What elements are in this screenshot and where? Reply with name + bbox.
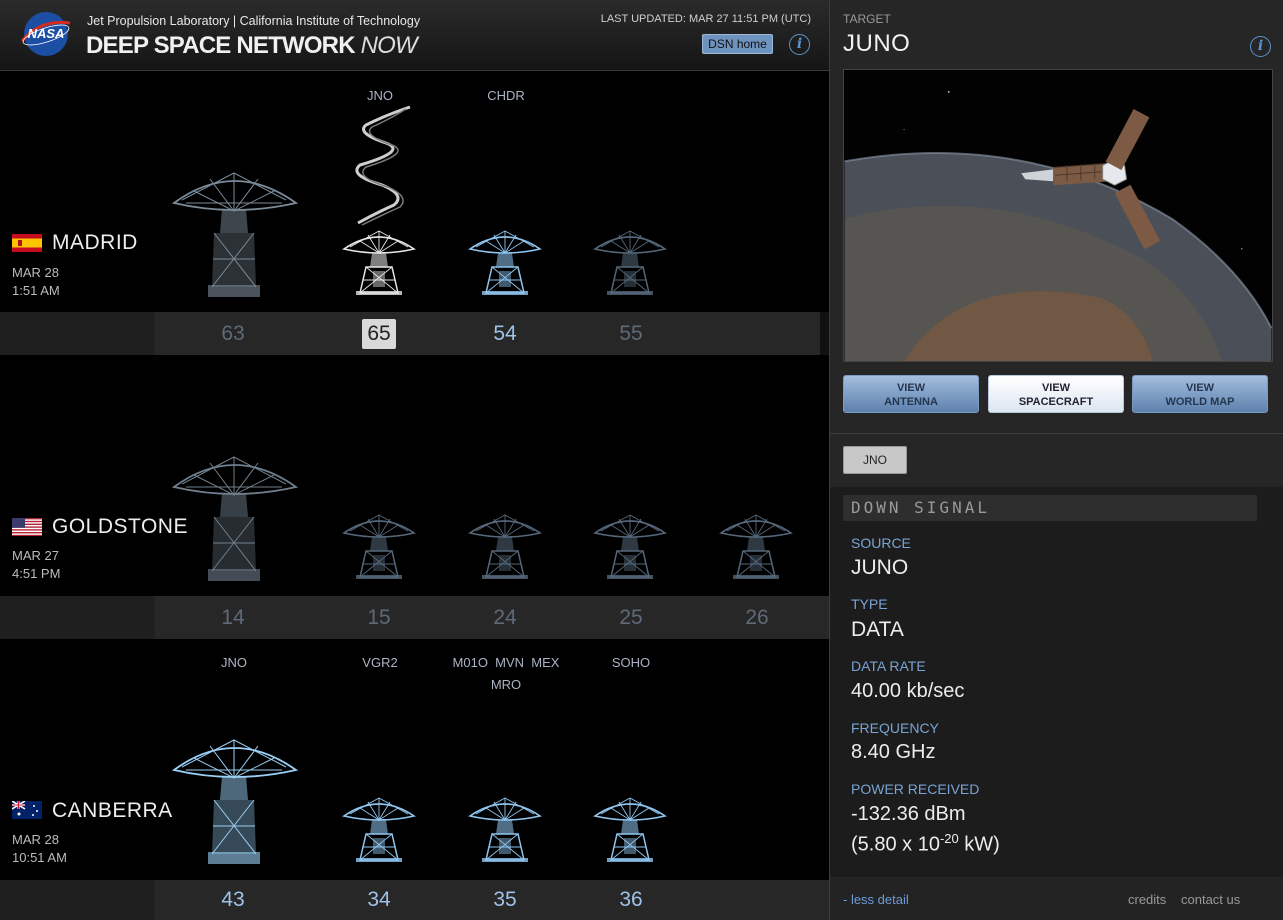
antenna-number-bar: 14 15 24 25 26 — [0, 596, 829, 639]
organization-text: Jet Propulsion Laboratory | California I… — [87, 14, 421, 28]
antenna-number-34[interactable]: 34 — [367, 888, 391, 911]
antenna-36-dish[interactable] — [593, 794, 667, 864]
page-header: NASA Jet Propulsion Laboratory | Califor… — [0, 0, 829, 71]
antenna-25-dish[interactable] — [593, 511, 667, 581]
frequency-label: FREQUENCY — [851, 720, 939, 736]
station-date-goldstone: MAR 27 — [12, 548, 59, 563]
contact-us-link[interactable]: contact us — [1181, 892, 1241, 907]
station-name-canberra: CANBERRA — [52, 799, 173, 822]
target-label-mro[interactable]: MRO — [490, 677, 522, 692]
antenna-63-dish[interactable] — [172, 167, 298, 297]
down-signal-section: DOWN SIGNAL SOURCE JUNO TYPE DATA DATA R… — [830, 487, 1283, 877]
station-time-goldstone: 4:51 PM — [12, 566, 61, 581]
view-antenna-button[interactable]: VIEW ANTENNA — [843, 375, 979, 413]
spain-flag-icon — [12, 234, 42, 252]
antenna-15-dish[interactable] — [342, 511, 416, 581]
station-madrid: JNO CHDR MADRID MAR 28 1:51 AM 63 65 54 … — [0, 71, 829, 355]
type-label: TYPE — [851, 596, 888, 612]
signal-header: DOWN SIGNAL — [843, 495, 1257, 521]
station-time-madrid: 1:51 AM — [12, 283, 60, 298]
target-name: JUNO — [843, 30, 911, 57]
station-name-goldstone: GOLDSTONE — [52, 515, 188, 538]
antenna-35-dish[interactable] — [468, 794, 542, 864]
antenna-number-25[interactable]: 25 — [619, 606, 643, 629]
antenna-54-dish[interactable] — [468, 227, 542, 297]
credits-link[interactable]: credits — [1128, 892, 1167, 907]
station-canberra: JNO VGR2 M01O MVN MEX MRO SOHO CANBERRA … — [0, 639, 829, 920]
antenna-number-15[interactable]: 15 — [367, 606, 391, 629]
antenna-number-14[interactable]: 14 — [221, 606, 245, 629]
panel-footer: - less detail credits contact us — [830, 878, 1283, 920]
station-goldstone: GOLDSTONE MAR 27 4:51 PM 14 15 24 25 26 — [0, 355, 829, 639]
title-now: NOW — [360, 32, 418, 59]
type-value: DATA — [851, 618, 904, 641]
station-date-madrid: MAR 28 — [12, 265, 59, 280]
view-world-map-button[interactable]: VIEW WORLD MAP — [1132, 375, 1268, 413]
svg-text:NASA: NASA — [28, 26, 65, 41]
target-label-chdr[interactable]: CHDR — [487, 88, 525, 103]
antenna-55-dish[interactable] — [593, 227, 667, 297]
frequency-value: 8.40 GHz — [851, 741, 936, 763]
station-name-madrid: MADRID — [52, 231, 138, 254]
spacecraft-image[interactable] — [843, 69, 1273, 362]
info-icon[interactable]: i — [789, 34, 810, 55]
antenna-34-dish[interactable] — [342, 794, 416, 864]
antenna-number-54[interactable]: 54 — [493, 322, 517, 345]
antenna-number-36[interactable]: 36 — [619, 888, 643, 911]
dsn-home-button[interactable]: DSN home — [702, 34, 773, 54]
power-kw-value: (5.80 x 10-20 kW) — [851, 831, 1000, 856]
power-dbm-value: -132.36 dBm — [851, 803, 966, 825]
antenna-number-24[interactable]: 24 — [493, 606, 517, 629]
antenna-number-63[interactable]: 63 — [221, 322, 245, 345]
antenna-43-dish[interactable] — [172, 734, 298, 864]
antenna-number-bar: 63 65 54 55 — [0, 312, 829, 355]
target-label-jno[interactable]: JNO — [221, 655, 247, 670]
antenna-number-43[interactable]: 43 — [221, 888, 245, 911]
station-date-canberra: MAR 28 — [12, 832, 59, 847]
signal-wave-graphic — [355, 105, 411, 226]
page-title[interactable]: DEEP SPACE NETWORK NOW — [86, 32, 418, 60]
antenna-number-55[interactable]: 55 — [619, 322, 643, 345]
nasa-logo[interactable]: NASA — [20, 11, 72, 57]
source-label: SOURCE — [851, 535, 911, 551]
target-label-jno[interactable]: JNO — [367, 88, 393, 103]
divider — [830, 433, 1283, 434]
usa-flag-icon — [12, 518, 42, 536]
target-label-group[interactable]: M01O MVN MEX — [452, 655, 560, 670]
data-rate-label: DATA RATE — [851, 658, 926, 674]
antenna-26-dish[interactable] — [719, 511, 793, 581]
antenna-number-bar: 43 34 35 36 — [0, 880, 829, 920]
title-main: DEEP SPACE NETWORK — [86, 32, 356, 59]
info-icon[interactable]: i — [1250, 36, 1271, 57]
antenna-14-dish[interactable] — [172, 451, 298, 581]
target-chip-jno[interactable]: JNO — [843, 446, 907, 474]
data-rate-value: 40.00 kb/sec — [851, 680, 965, 702]
last-updated-timestamp: LAST UPDATED: MAR 27 11:51 PM (UTC) — [600, 13, 811, 25]
less-detail-link[interactable]: - less detail — [843, 892, 909, 907]
antenna-24-dish[interactable] — [468, 511, 542, 581]
antenna-number-26[interactable]: 26 — [745, 606, 769, 629]
australia-flag-icon — [12, 801, 42, 819]
target-label: TARGET — [843, 12, 891, 26]
target-label-soho[interactable]: SOHO — [611, 655, 651, 670]
antenna-number-65[interactable]: 65 — [362, 319, 396, 349]
antenna-number-35[interactable]: 35 — [493, 888, 517, 911]
view-spacecraft-button[interactable]: VIEW SPACECRAFT — [988, 375, 1124, 413]
target-label-vgr2[interactable]: VGR2 — [362, 655, 398, 670]
station-time-canberra: 10:51 AM — [12, 850, 67, 865]
antenna-65-dish[interactable] — [342, 227, 416, 297]
power-received-label: POWER RECEIVED — [851, 781, 980, 797]
source-value: JUNO — [851, 556, 909, 579]
detail-panel: TARGET JUNO i VIEW ANTENNA VIEW SPACECRA… — [829, 0, 1283, 920]
